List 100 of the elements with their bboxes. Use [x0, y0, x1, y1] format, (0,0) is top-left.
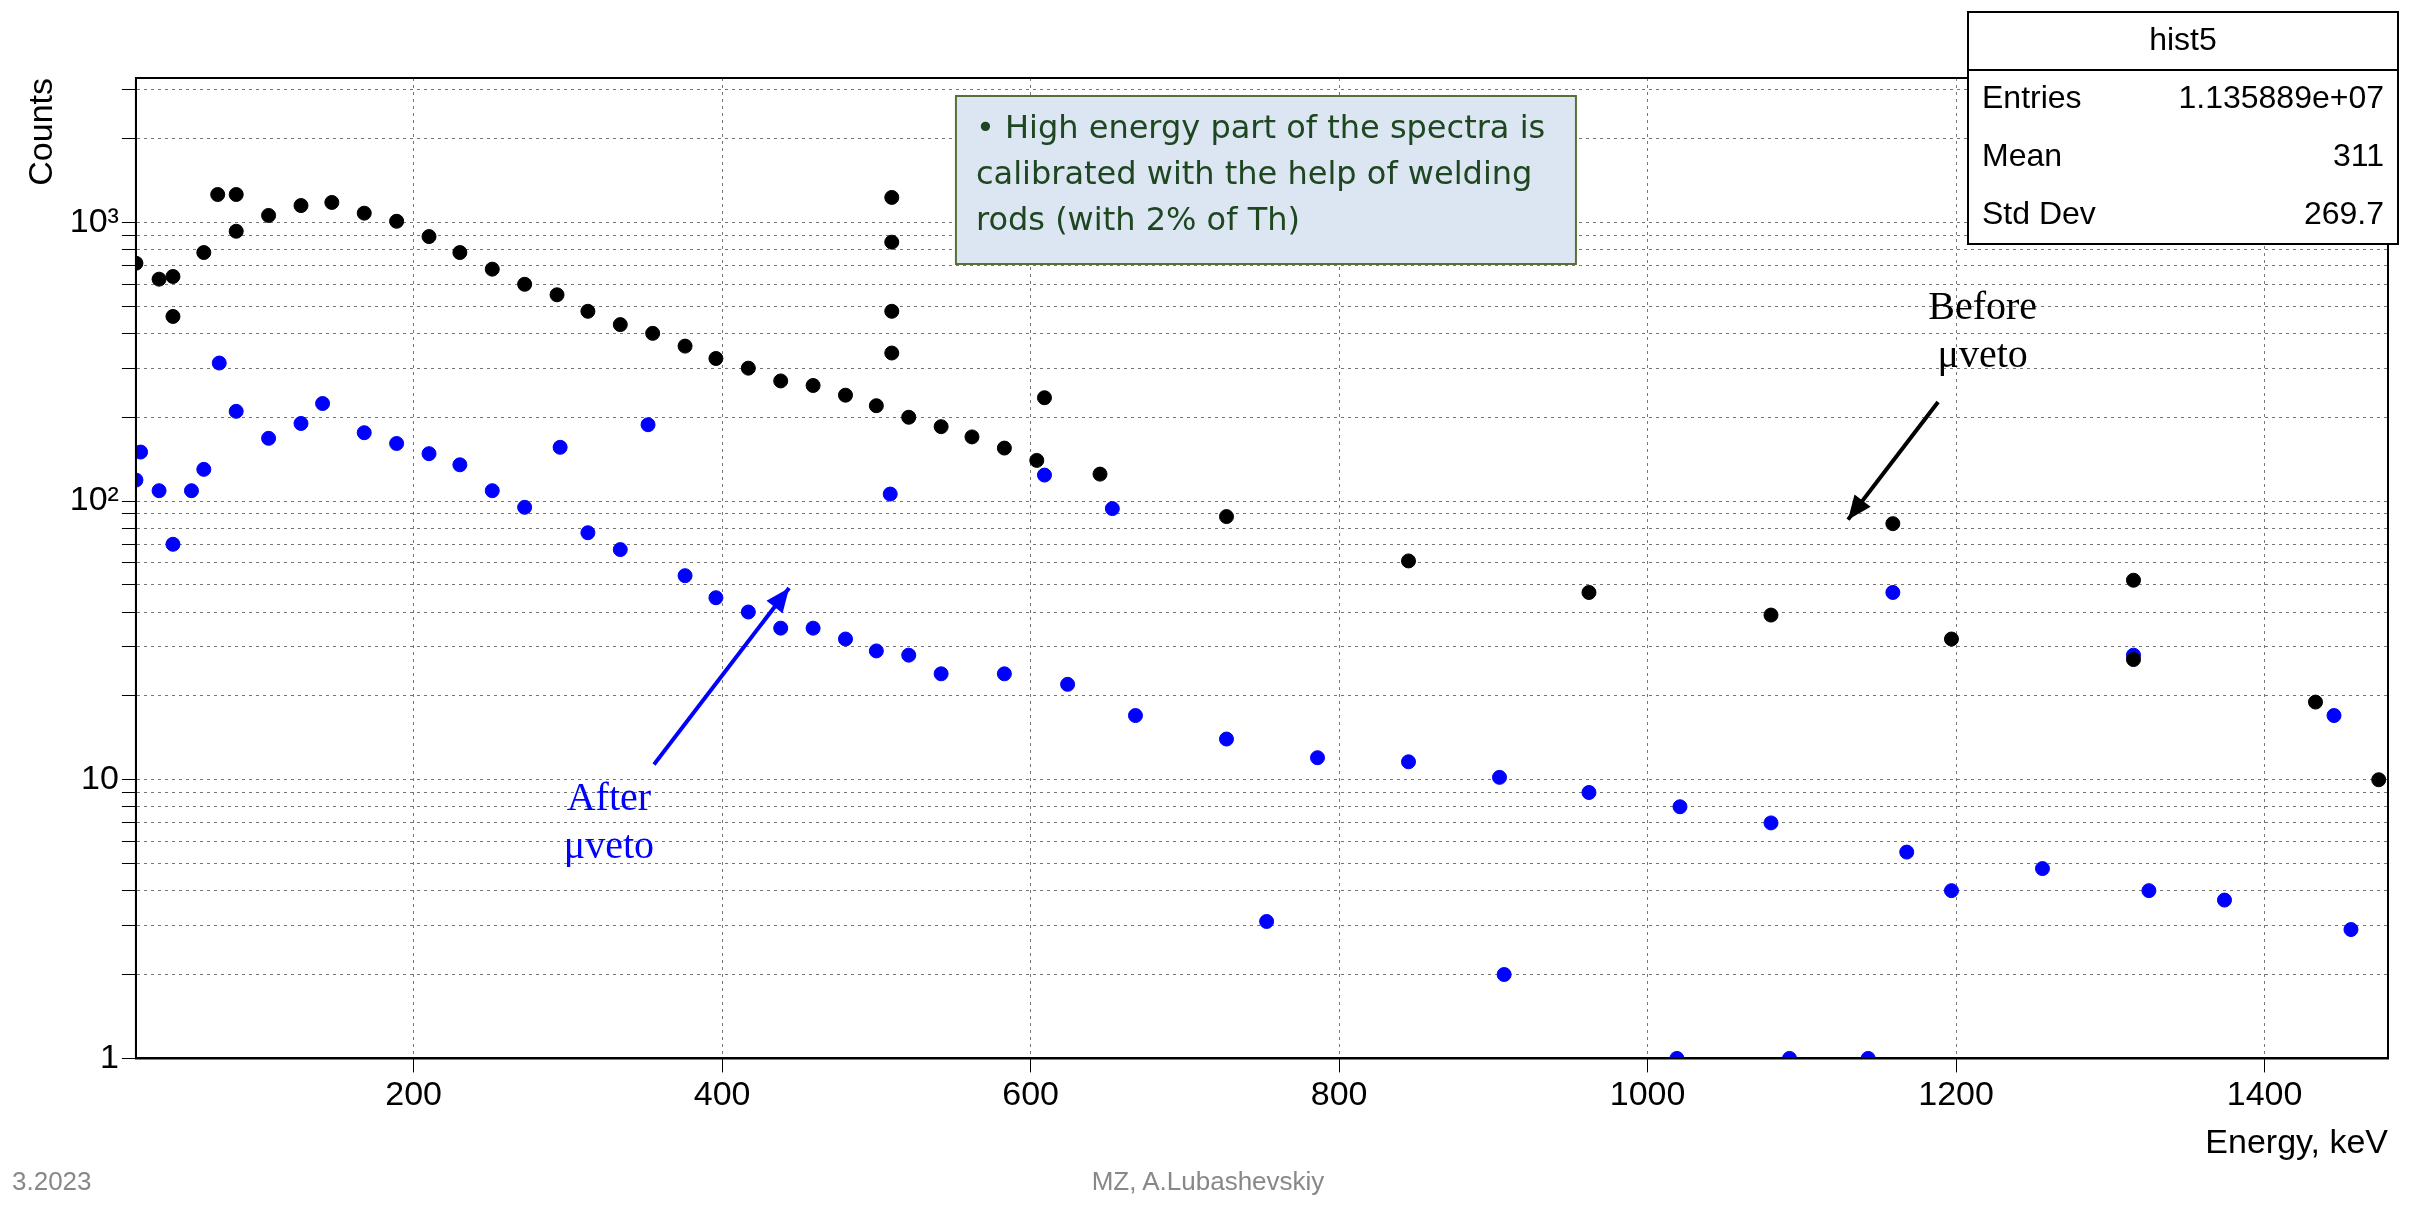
point	[452, 245, 468, 261]
point	[549, 287, 565, 303]
point	[740, 604, 756, 620]
point	[2343, 922, 2359, 938]
point	[211, 355, 227, 371]
point	[183, 483, 199, 499]
point	[708, 590, 724, 606]
point	[708, 350, 724, 366]
point	[228, 223, 244, 239]
point	[2326, 708, 2342, 724]
point	[2125, 572, 2141, 588]
annotation: • High energy part of the spectra is calibrated with the help of welding rods (with 2% of Th)	[975, 108, 1546, 239]
y-tick-label: 10	[81, 758, 119, 797]
point	[1492, 769, 1508, 785]
point	[356, 205, 372, 221]
point	[868, 643, 884, 659]
x-tick-label: 1200	[1918, 1074, 1994, 1113]
point	[552, 439, 568, 455]
point	[868, 398, 884, 414]
point	[933, 419, 949, 435]
point	[884, 189, 900, 205]
text: 3.2023	[12, 1166, 92, 1197]
x-tick-label: 800	[1310, 1074, 1368, 1113]
y-axis-title: Counts	[20, 78, 59, 186]
y-tick-label: 1	[100, 1036, 119, 1075]
point	[1885, 516, 1901, 532]
x-axis-title: Energy, keV	[2205, 1121, 2389, 1160]
point	[901, 409, 917, 425]
point	[165, 268, 181, 284]
point	[1885, 584, 1901, 600]
x-tick-label: 1000	[1609, 1074, 1686, 1113]
point	[324, 194, 340, 210]
point	[1581, 584, 1597, 600]
point	[1218, 731, 1234, 747]
point	[677, 568, 693, 584]
point	[1127, 708, 1143, 724]
point	[517, 276, 533, 292]
point	[315, 396, 331, 412]
y-tick-label: 10³	[69, 200, 119, 239]
point	[356, 425, 372, 441]
text: Entries 1.135889e+07	[1982, 78, 2384, 115]
point	[2141, 883, 2157, 899]
point	[1036, 467, 1052, 483]
point	[1060, 676, 1076, 692]
point	[837, 631, 853, 647]
point	[1496, 967, 1512, 983]
point	[964, 429, 980, 445]
point	[580, 303, 596, 319]
point	[882, 486, 898, 502]
point	[151, 271, 167, 287]
x-tick-label: 400	[693, 1074, 751, 1113]
point	[135, 444, 149, 460]
point	[2308, 694, 2323, 710]
point	[293, 415, 309, 431]
point	[1763, 815, 1779, 831]
point	[933, 666, 949, 682]
point	[740, 360, 756, 376]
point	[1763, 607, 1779, 623]
point	[421, 229, 437, 245]
point	[996, 666, 1012, 682]
point	[228, 403, 244, 419]
point	[1310, 750, 1325, 766]
point	[1218, 509, 1234, 525]
point	[1581, 785, 1597, 801]
point	[884, 345, 900, 361]
text: MZ, A.Lubashevskiy	[1091, 1166, 1325, 1197]
point	[1029, 452, 1045, 468]
point	[196, 461, 212, 477]
point	[612, 542, 628, 558]
point	[421, 446, 437, 462]
y-tick-label: 10²	[69, 479, 119, 518]
point	[1943, 631, 1959, 647]
point	[151, 483, 167, 499]
point	[1104, 501, 1120, 517]
point	[773, 620, 789, 636]
point	[837, 387, 853, 403]
point	[884, 234, 900, 250]
point	[2034, 861, 2050, 877]
point	[1672, 799, 1688, 815]
x-tick-label: 200	[385, 1074, 442, 1113]
point	[261, 430, 277, 446]
point	[580, 525, 596, 541]
point	[773, 373, 789, 389]
point	[677, 338, 693, 354]
point	[1259, 913, 1275, 929]
point	[196, 245, 212, 261]
point	[1401, 754, 1417, 770]
point	[484, 483, 500, 499]
text: hist5	[2149, 20, 2217, 57]
point	[1036, 390, 1052, 406]
point	[1401, 553, 1417, 569]
point	[165, 536, 181, 552]
point	[389, 213, 405, 229]
annotation: Before μveto	[1928, 283, 2038, 377]
point	[1943, 883, 1959, 899]
point	[2371, 772, 2387, 788]
x-tick-label: 600	[1002, 1074, 1059, 1113]
point	[1899, 844, 1915, 860]
point	[805, 620, 821, 636]
annotation: After μveto	[563, 773, 655, 867]
